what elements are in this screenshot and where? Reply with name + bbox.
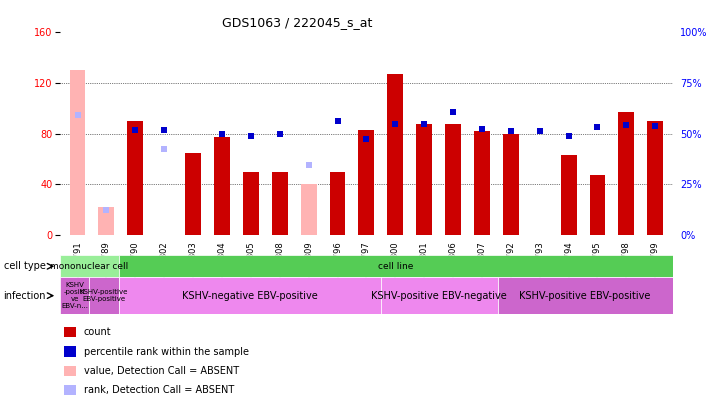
Text: rank, Detection Call = ABSENT: rank, Detection Call = ABSENT — [84, 386, 234, 395]
Bar — [647, 121, 663, 235]
Text: KSHV
-positi
ve
EBV-n...: KSHV -positi ve EBV-n... — [62, 282, 88, 309]
Bar — [98, 207, 115, 235]
Bar — [503, 134, 519, 235]
Bar — [590, 175, 605, 235]
Text: KSHV-negative EBV-positive: KSHV-negative EBV-positive — [182, 291, 318, 301]
Text: KSHV-positive EBV-positive: KSHV-positive EBV-positive — [520, 291, 651, 301]
Bar — [118, 277, 381, 314]
Bar — [445, 124, 461, 235]
Bar — [243, 172, 259, 235]
Bar — [498, 277, 673, 314]
Bar — [89, 277, 118, 314]
Bar — [60, 255, 118, 277]
Text: KSHV-positive
EBV-positive: KSHV-positive EBV-positive — [80, 289, 128, 302]
Bar — [185, 153, 201, 235]
Bar — [214, 137, 230, 235]
Text: cell line: cell line — [378, 262, 413, 271]
Text: value, Detection Call = ABSENT: value, Detection Call = ABSENT — [84, 366, 239, 376]
Text: infection: infection — [4, 291, 46, 301]
Bar — [358, 130, 375, 235]
Bar — [329, 172, 346, 235]
Text: KSHV-positive EBV-negative: KSHV-positive EBV-negative — [372, 291, 507, 301]
Bar — [474, 131, 490, 235]
Bar — [301, 184, 316, 235]
Bar — [272, 172, 287, 235]
Text: percentile rank within the sample: percentile rank within the sample — [84, 347, 249, 356]
Bar — [381, 277, 498, 314]
Bar — [127, 121, 143, 235]
Text: mononuclear cell: mononuclear cell — [50, 262, 128, 271]
Text: GDS1063 / 222045_s_at: GDS1063 / 222045_s_at — [222, 16, 372, 29]
Bar — [387, 74, 404, 235]
Bar — [561, 155, 576, 235]
Bar — [416, 124, 432, 235]
Text: cell type: cell type — [4, 261, 45, 271]
Text: count: count — [84, 327, 111, 337]
Bar — [60, 277, 89, 314]
Bar — [618, 112, 634, 235]
Bar — [69, 70, 86, 235]
